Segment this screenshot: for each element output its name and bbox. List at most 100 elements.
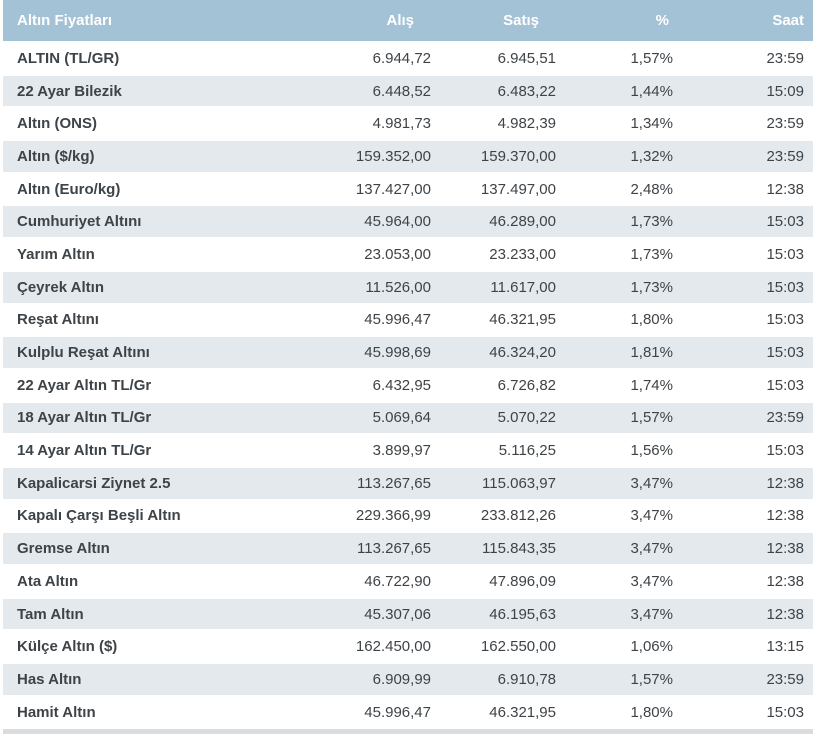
change-percent-value: 1,73% — [630, 278, 673, 296]
instrument-name: Hamit Altın — [17, 703, 96, 721]
gold-prices-table: Altın Fiyatları Alış Satış % Saat ALTIN … — [3, 0, 813, 728]
sell-price-value: 4.982,39 — [497, 115, 556, 133]
change-percent-value: 1,80% — [630, 311, 673, 329]
sell-price-value: 137.497,00 — [480, 180, 556, 198]
table-row: Altın ($/kg) 159.352,00 159.370,00 1,32%… — [3, 141, 813, 172]
sell-price-value: 6.726,82 — [497, 376, 556, 394]
buy-price-value: 5.069,64 — [372, 409, 431, 427]
instrument-name: ALTIN (TL/GR) — [17, 49, 120, 67]
change-percent-value: 1,57% — [630, 409, 673, 427]
buy-price-value: 45.996,47 — [364, 311, 431, 329]
table-row: 22 Ayar Bilezik 6.448,52 6.483,22 1,44% … — [3, 75, 813, 107]
update-time-value: 12:38 — [766, 605, 804, 623]
change-percent-value: 1,56% — [630, 442, 673, 460]
instrument-name: Gremse Altın — [17, 540, 110, 558]
table-row: Çeyrek Altın 11.526,00 11.617,00 1,73% 1… — [3, 271, 813, 303]
sell-price-value: 6.483,22 — [497, 82, 556, 100]
update-time-value: 23:59 — [766, 115, 804, 133]
change-percent-value: 1,34% — [630, 115, 673, 133]
sell-price-value: 115.063,97 — [482, 474, 556, 492]
buy-price-value: 6.909,99 — [372, 670, 431, 688]
table-body: ALTIN (TL/GR) 6.944,72 6.945,51 1,57% 23… — [3, 43, 813, 728]
sell-price-value: 6.910,78 — [497, 670, 556, 688]
update-time-value: 15:03 — [766, 213, 804, 231]
change-percent-value: 3,47% — [630, 474, 673, 492]
update-time-value: 23:59 — [766, 670, 804, 688]
buy-price-value: 137.427,00 — [355, 180, 431, 198]
change-percent-value: 1,44% — [630, 82, 673, 100]
instrument-name: 22 Ayar Bilezik — [17, 82, 122, 100]
instrument-name: 22 Ayar Altın TL/Gr — [17, 376, 152, 394]
instrument-name: Külçe Altın ($) — [17, 638, 118, 656]
instrument-name: Cumhuriyet Altını — [17, 213, 142, 231]
update-time-value: 15:09 — [766, 82, 804, 100]
sell-price-value: 115.843,35 — [482, 540, 556, 558]
buy-price-value: 45.307,06 — [364, 605, 431, 623]
table-row: Kapalicarsi Ziynet 2.5 113.267,65 115.06… — [3, 467, 813, 499]
instrument-name: Altın (Euro/kg) — [17, 180, 121, 198]
buy-price-value: 23.053,00 — [364, 245, 431, 263]
update-time-value: 15:03 — [766, 442, 804, 460]
change-percent-value: 3,47% — [630, 507, 673, 525]
change-percent-value: 1,57% — [630, 670, 673, 688]
buy-price-value: 229.366,99 — [355, 507, 431, 525]
instrument-name: Tam Altın — [17, 605, 84, 623]
update-time-value: 15:03 — [766, 278, 804, 296]
instrument-name: Kapalicarsi Ziynet 2.5 — [17, 474, 171, 492]
change-percent-value: 1,73% — [630, 213, 673, 231]
sell-price-value: 233.812,26 — [480, 507, 556, 525]
buy-price-value: 159.352,00 — [355, 147, 431, 165]
instrument-name: 18 Ayar Altın TL/Gr — [17, 409, 152, 427]
table-row: Has Altın 6.909,99 6.910,78 1,57% 23:59 — [3, 664, 813, 695]
buy-price-value: 45.998,69 — [364, 344, 431, 362]
instrument-name: Altın (ONS) — [17, 115, 97, 133]
change-percent-value: 1,06% — [630, 638, 673, 656]
table-row: Tam Altın 45.307,06 46.195,63 3,47% 12:3… — [3, 598, 813, 630]
change-percent-value: 3,47% — [630, 540, 673, 558]
change-percent-value: 3,47% — [630, 572, 673, 590]
instrument-name: 14 Ayar Altın TL/Gr — [17, 442, 152, 460]
instrument-name: Kapalı Çarşı Beşli Altın — [17, 507, 181, 525]
table-row: 22 Ayar Altın TL/Gr 6.432,95 6.726,82 1,… — [3, 369, 813, 401]
update-time-value: 15:03 — [766, 245, 804, 263]
change-percent-value: 1,57% — [630, 49, 673, 67]
update-time-value: 12:38 — [766, 180, 804, 198]
buy-price-value: 45.996,47 — [364, 703, 431, 721]
sell-price-value: 11.617,00 — [490, 278, 556, 296]
table-row: Gremse Altın 113.267,65 115.843,35 3,47%… — [3, 533, 813, 564]
bottom-divider-strip — [3, 729, 813, 734]
update-time-value: 15:03 — [766, 376, 804, 394]
column-header-time: Saat — [772, 12, 804, 29]
change-percent-value: 1,81% — [630, 344, 673, 362]
table-row: Külçe Altın ($) 162.450,00 162.550,00 1,… — [3, 631, 813, 663]
update-time-value: 12:38 — [766, 474, 804, 492]
instrument-name: Ata Altın — [17, 572, 79, 590]
update-time-value: 13:15 — [766, 638, 804, 656]
column-header-name: Altın Fiyatları — [17, 12, 113, 29]
column-header-buy: Alış — [386, 12, 414, 29]
change-percent-value: 1,73% — [630, 245, 673, 263]
instrument-name: Yarım Altın — [17, 245, 95, 263]
sell-price-value: 46.321,95 — [489, 311, 556, 329]
sell-price-value: 5.070,22 — [497, 409, 556, 427]
sell-price-value: 46.195,63 — [489, 605, 556, 623]
instrument-name: Kulplu Reşat Altını — [17, 344, 150, 362]
update-time-value: 12:38 — [766, 540, 804, 558]
buy-price-value: 162.450,00 — [355, 638, 431, 656]
buy-price-value: 6.432,95 — [372, 376, 431, 394]
table-row: Reşat Altını 45.996,47 46.321,95 1,80% 1… — [3, 304, 813, 336]
table-row: Yarım Altın 23.053,00 23.233,00 1,73% 15… — [3, 239, 813, 270]
change-percent-value: 1,32% — [630, 147, 673, 165]
update-time-value: 12:38 — [766, 507, 804, 525]
update-time-value: 15:03 — [766, 703, 804, 721]
table-row: Kulplu Reşat Altını 45.998,69 46.324,20 … — [3, 337, 813, 368]
buy-price-value: 4.981,73 — [372, 115, 431, 133]
sell-price-value: 23.233,00 — [489, 245, 556, 263]
buy-price-value: 6.944,72 — [372, 49, 431, 67]
buy-price-value: 46.722,90 — [364, 572, 431, 590]
update-time-value: 15:03 — [766, 344, 804, 362]
table-row: Altın (ONS) 4.981,73 4.982,39 1,34% 23:5… — [3, 108, 813, 140]
column-header-percent: % — [655, 12, 669, 29]
update-time-value: 23:59 — [766, 409, 804, 427]
